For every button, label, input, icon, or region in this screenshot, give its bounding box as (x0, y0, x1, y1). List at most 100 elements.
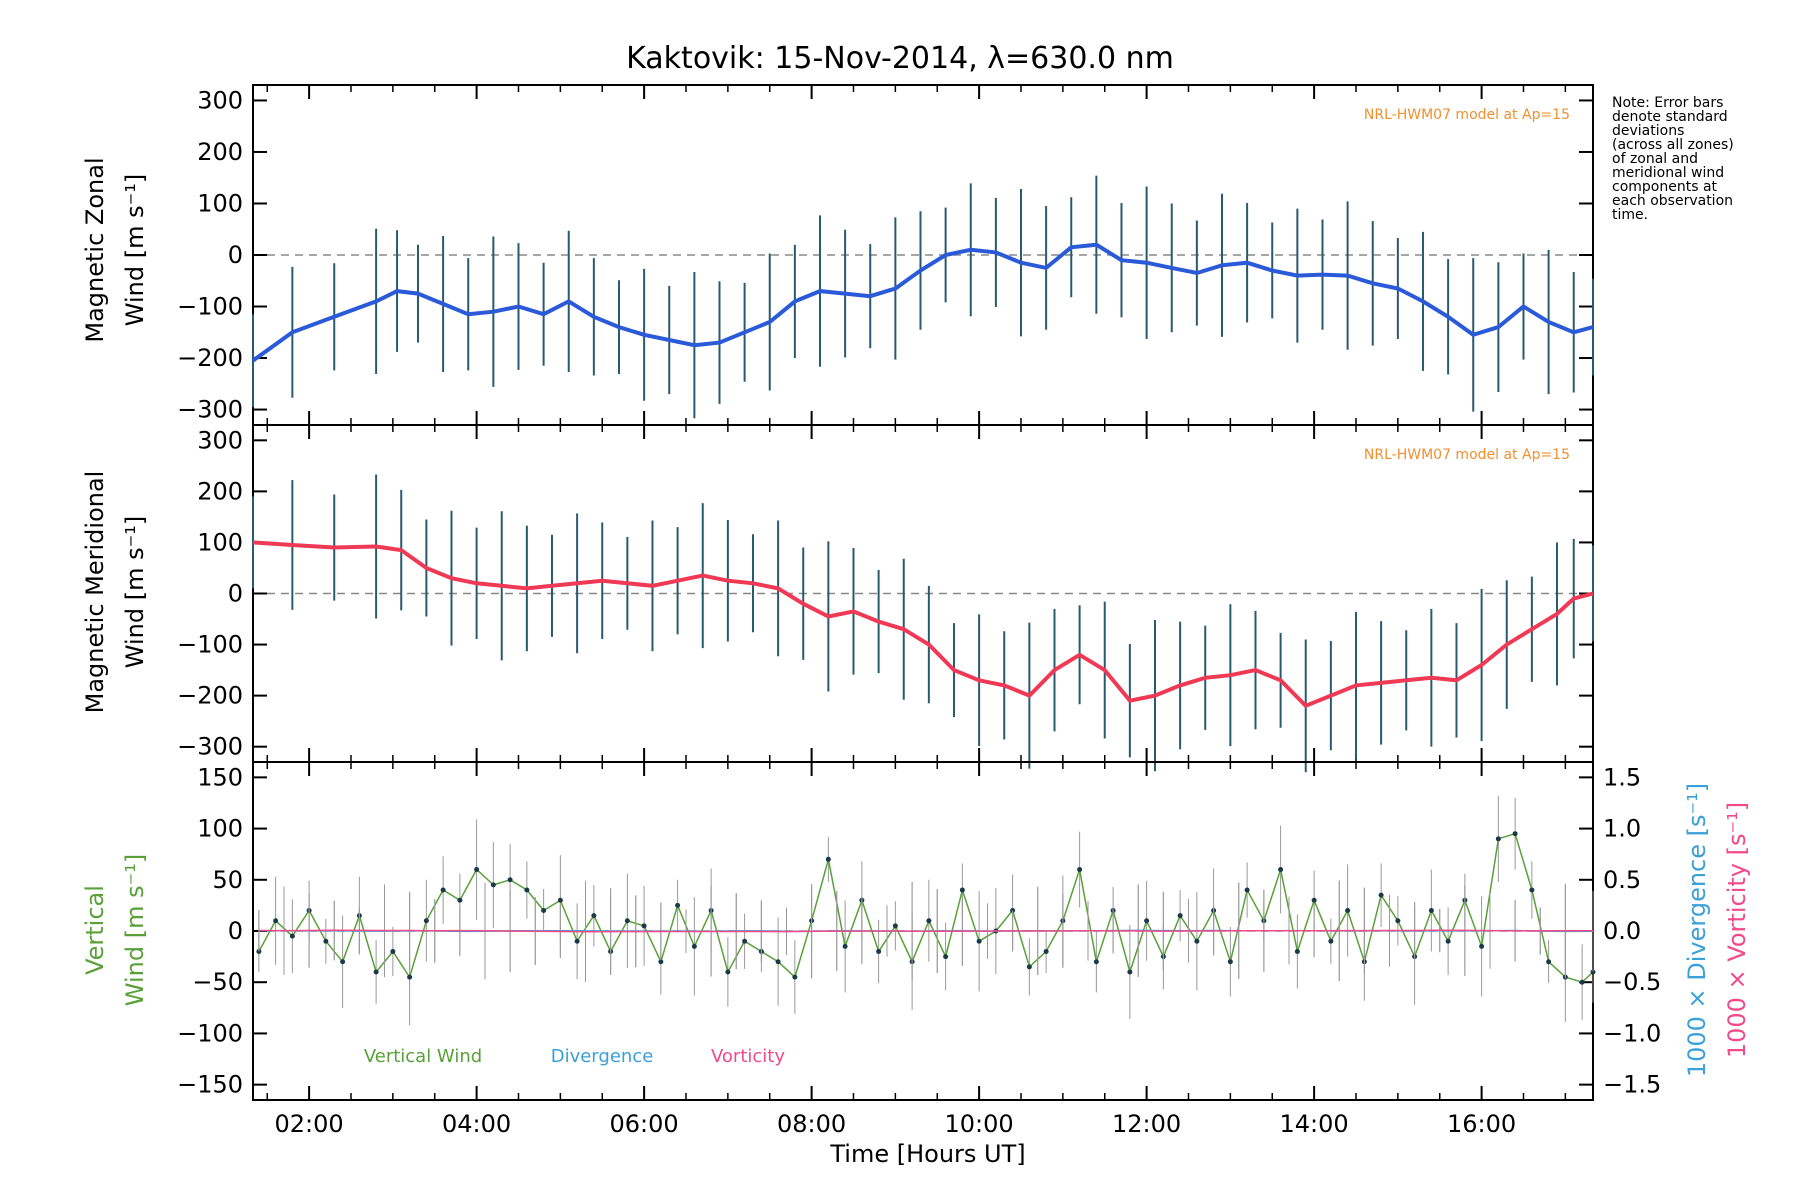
right-tick-label: −1.5 (1603, 1071, 1661, 1099)
data-point (775, 959, 781, 965)
data-point (1043, 948, 1049, 954)
note-line: of zonal and (1612, 151, 1698, 167)
y-tick-label: −200 (177, 344, 243, 372)
data-point (691, 943, 697, 949)
series-line (252, 540, 1594, 709)
data-point (1144, 918, 1150, 924)
series-line (251, 242, 1594, 363)
data-point (1194, 938, 1200, 944)
data-point (1093, 959, 1099, 965)
data-point (876, 948, 882, 954)
data-point (591, 913, 597, 919)
model-label: NRL-HWM07 model at Ap=15 (1364, 447, 1570, 463)
data-point (256, 948, 262, 954)
right-tick-label: −0.5 (1603, 968, 1661, 996)
y-tick-label: −300 (177, 396, 243, 424)
y-tick-label: 100 (197, 189, 243, 217)
data-point (1026, 964, 1032, 970)
y-tick-label: 150 (197, 763, 243, 791)
y-tick-label: 100 (197, 815, 243, 843)
data-point (289, 933, 295, 939)
series-line (258, 929, 1593, 933)
data-point (1244, 887, 1250, 893)
right-tick-label: 0.5 (1603, 866, 1641, 894)
y-tick-label: 300 (197, 86, 243, 114)
model-label: NRL-HWM07 model at Ap=15 (1364, 107, 1570, 123)
data-point (1345, 908, 1351, 914)
x-tick-label: 02:00 (275, 1110, 344, 1138)
legend-item: Divergence (551, 1046, 654, 1067)
y-tick-label: 200 (197, 138, 243, 166)
note-line: (across all zones) (1612, 137, 1734, 153)
data-point (926, 918, 932, 924)
y-tick-label: 300 (197, 426, 243, 454)
zonal-ylabel-line1: Magnetic Zonal (81, 157, 109, 342)
data-point (675, 902, 681, 908)
y-tick-label: 0 (228, 241, 243, 269)
y-tick-label: −100 (177, 293, 243, 321)
x-tick-label: 14:00 (1280, 1110, 1349, 1138)
vertical-ylabel-line2: Wind [m s⁻¹] (121, 854, 149, 1006)
y-tick-label: 0 (228, 580, 243, 608)
legend-item: Vorticity (711, 1046, 785, 1067)
data-point (1590, 969, 1596, 975)
data-point (440, 887, 446, 893)
data-point (1546, 959, 1552, 965)
data-point (792, 974, 798, 980)
y-tick-label: 100 (197, 528, 243, 556)
data-point (1311, 897, 1317, 903)
y-tick-label: −300 (177, 733, 243, 761)
y-tick-label: −150 (177, 1071, 243, 1099)
y-tick-label: 0 (228, 917, 243, 945)
right-tick-label: 1.5 (1603, 763, 1641, 791)
data-point (373, 969, 379, 975)
note-line: Note: Error bars (1612, 95, 1723, 111)
legend-item: Vertical Wind (364, 1046, 482, 1067)
data-point (457, 897, 463, 903)
data-point (1378, 892, 1384, 898)
data-point (273, 918, 279, 924)
x-axis-label: Time [Hours UT] (829, 1140, 1025, 1168)
data-point (1428, 908, 1434, 914)
figure-title: Kaktovik: 15-Nov-2014, λ=630.0 nm (626, 41, 1174, 76)
error-bars (258, 795, 1594, 1026)
right-tick-label: 1.0 (1603, 815, 1641, 843)
vertical-wind-panel: 150 100 50 0 −50 −100 −150 1.5 1.0 0.5 0.0 −0.5 −1.0… (177, 761, 1661, 1138)
data-point (524, 887, 530, 893)
data-point (574, 938, 580, 944)
data-point (641, 923, 647, 929)
meridional-wind-panel: 300 200 100 0 −100 −200 −300 NRL-HWM07 model at… (177, 424, 1594, 773)
right-tick-label: 0.0 (1603, 917, 1641, 945)
meridional-ylabel-line2: Wind [m s⁻¹] (121, 516, 149, 668)
note-line: deviations (1612, 123, 1684, 139)
data-point (1127, 969, 1133, 975)
data-point (474, 867, 480, 873)
data-point (1495, 836, 1501, 842)
x-tick-label: 04:00 (442, 1110, 511, 1138)
data-point (725, 969, 731, 975)
data-point (407, 974, 413, 980)
data-point (624, 918, 630, 924)
y-tick-label: −100 (177, 1019, 243, 1047)
data-point (323, 938, 329, 944)
divergence-ylabel: 1000 × Divergence [s⁻¹] (1683, 783, 1711, 1077)
data-point (1077, 867, 1083, 873)
data-point (1294, 948, 1300, 954)
data-point (976, 938, 982, 944)
x-tick-label: 10:00 (945, 1110, 1014, 1138)
data-point (943, 954, 949, 960)
series-line (258, 832, 1594, 984)
data-point (1579, 979, 1585, 985)
y-tick-label: 50 (212, 866, 243, 894)
note-line: denote standard (1612, 109, 1728, 125)
data-point (390, 948, 396, 954)
data-point (1227, 959, 1233, 965)
data-point (490, 882, 496, 888)
data-point (1177, 913, 1183, 919)
vorticity-ylabel: 1000 × Vorticity [s⁻¹] (1723, 802, 1751, 1058)
data-point (1278, 867, 1284, 873)
y-tick-label: 200 (197, 477, 243, 505)
note-line: components at (1612, 179, 1718, 195)
